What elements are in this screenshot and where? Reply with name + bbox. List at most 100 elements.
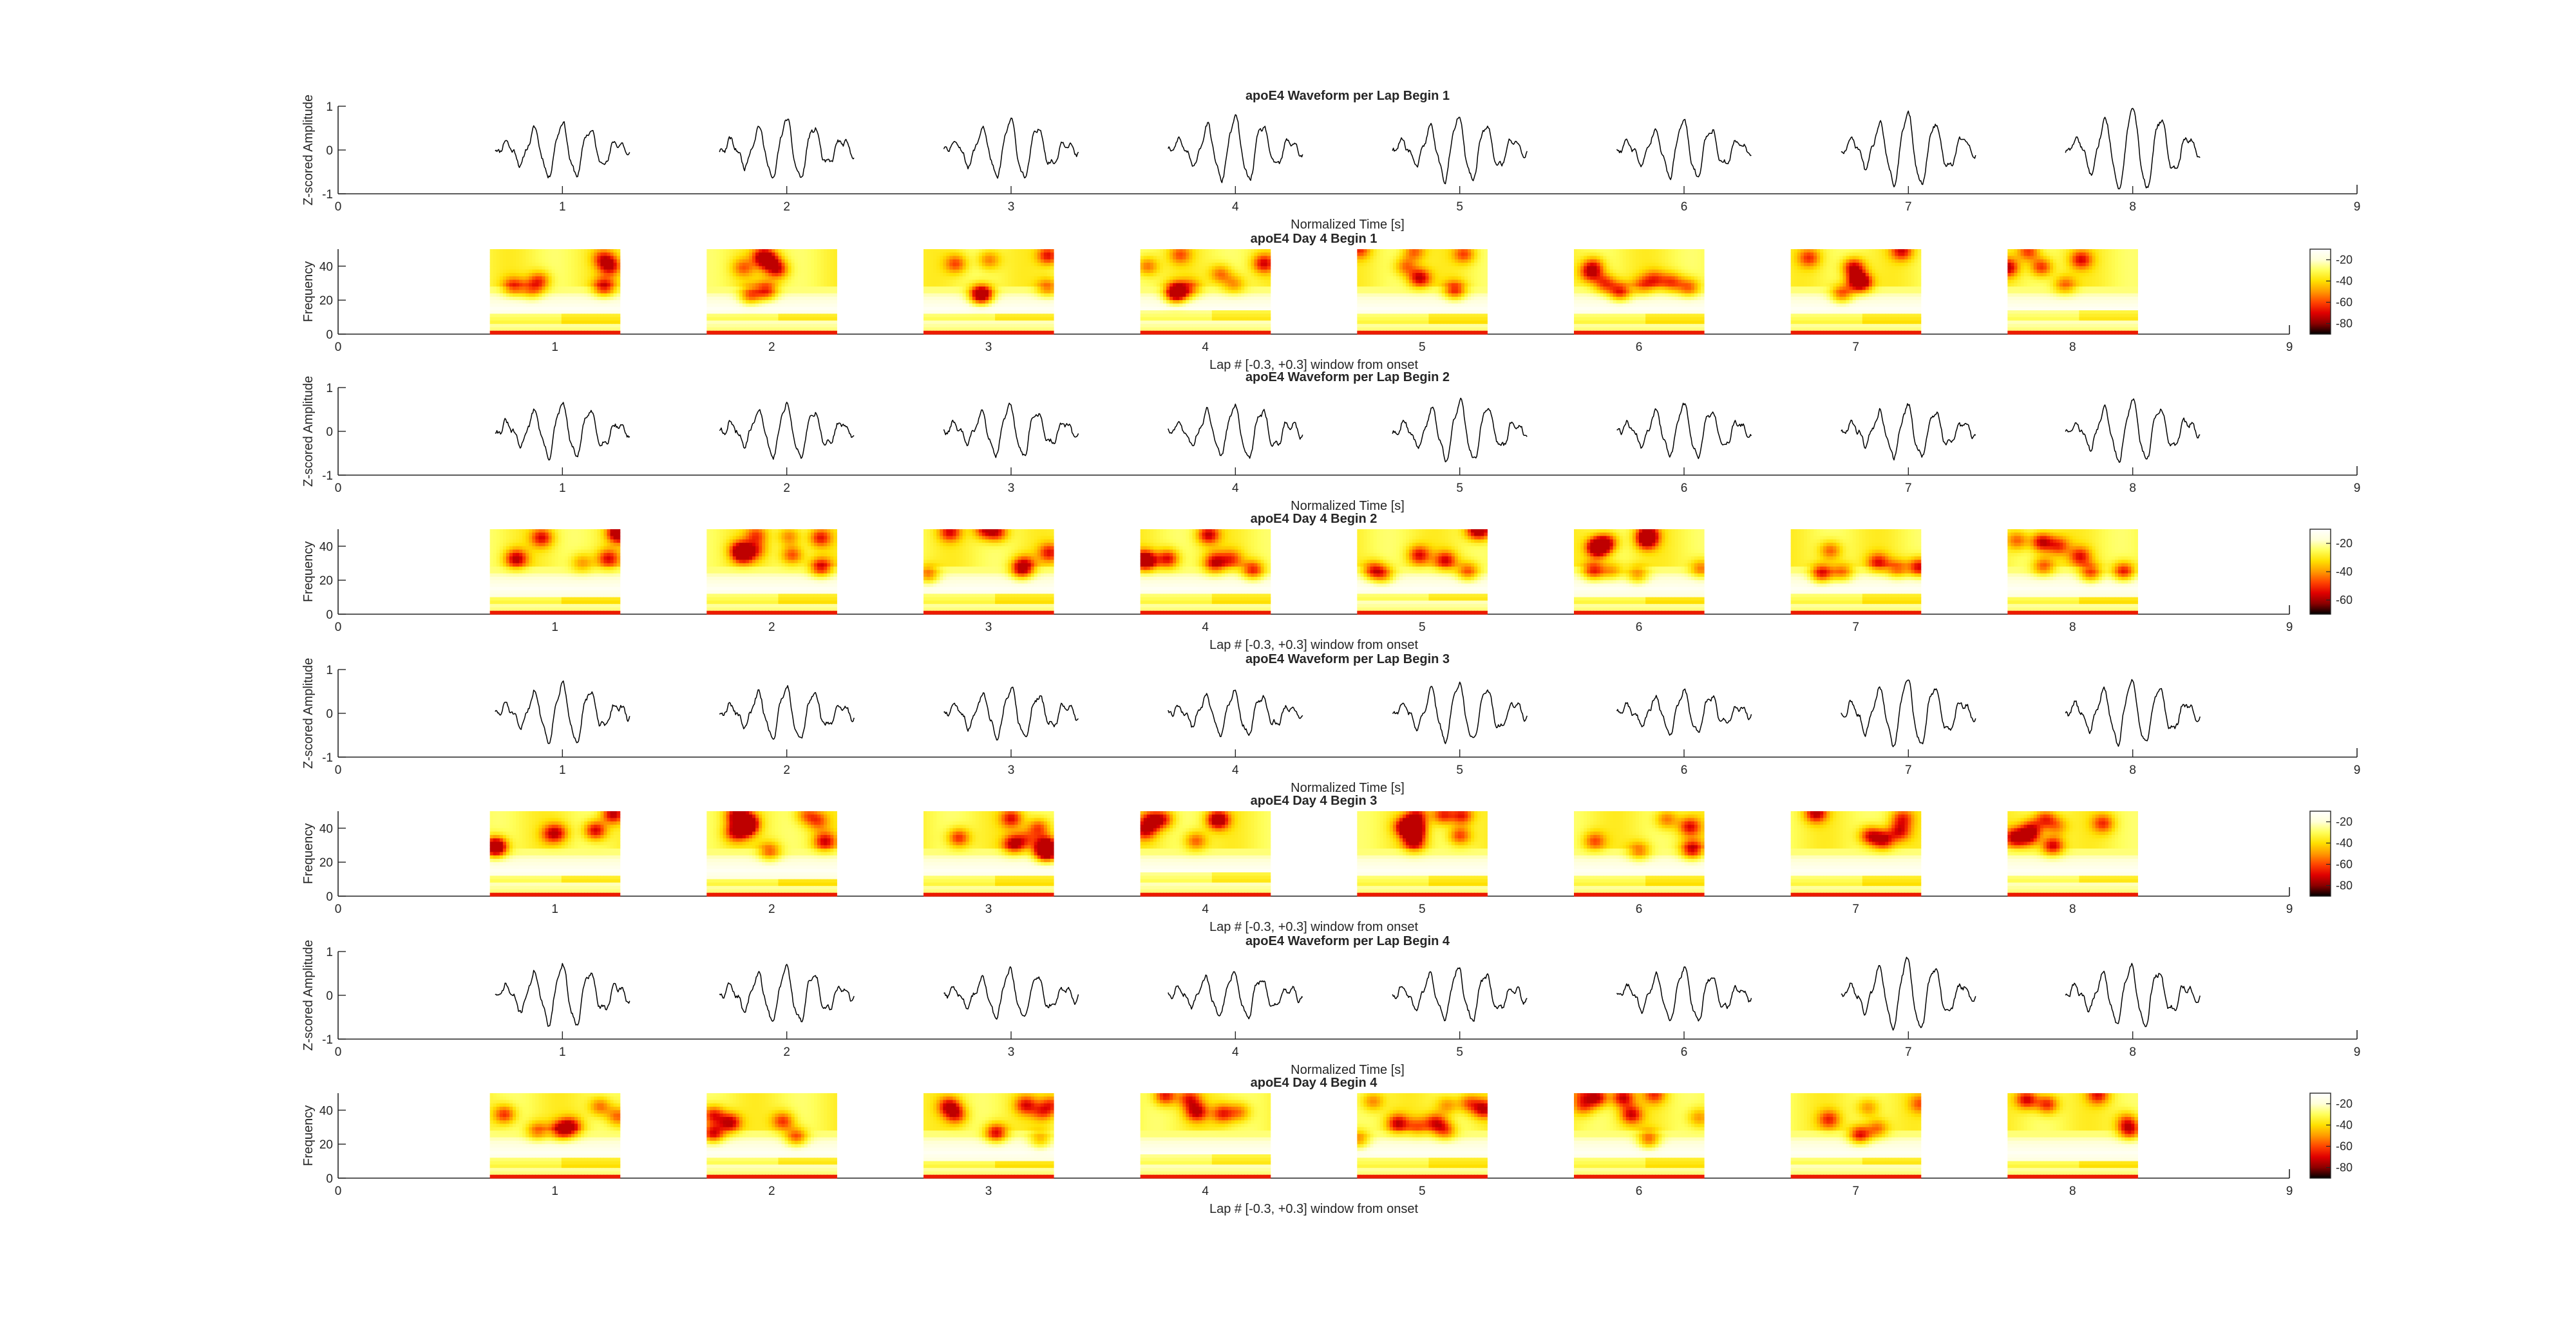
colorbar-tick-label: -40 — [2336, 565, 2353, 578]
x-tick-label: 6 — [1636, 903, 1643, 916]
y-tick-label: 0 — [326, 426, 333, 439]
y-tick-label: 20 — [319, 294, 333, 308]
x-tick-label: 6 — [1681, 764, 1688, 777]
panel-title: apoE4 Day 4 Begin 2 — [1251, 512, 1378, 526]
y-tick-label: 0 — [326, 1172, 333, 1186]
x-tick-label: 7 — [1852, 1185, 1859, 1198]
spectrogram-lap-image — [1574, 529, 1705, 615]
x-tick-label: 0 — [335, 482, 342, 495]
spectrogram-lap-image — [1791, 529, 1922, 615]
spectrogram-lap-image — [1574, 249, 1705, 335]
x-tick-label: 8 — [2129, 482, 2136, 495]
panel-title: apoE4 Waveform per Lap Begin 4 — [1245, 934, 1450, 948]
x-tick-label: 0 — [335, 764, 342, 777]
y-axis-label: Z-scored Amplitude — [301, 940, 316, 1051]
colorbar-tick-label: -20 — [2336, 816, 2353, 829]
x-tick-label: 7 — [1905, 764, 1912, 777]
x-tick-label: 2 — [768, 903, 775, 916]
y-axis-label: Frequency — [301, 261, 316, 323]
y-tick-label: 1 — [326, 946, 333, 959]
y-tick-label: 1 — [326, 382, 333, 395]
x-tick-label: 7 — [1905, 1046, 1912, 1059]
x-tick-label: 1 — [559, 1046, 566, 1059]
spectrogram-lap-image — [2007, 529, 2138, 615]
y-tick-label: 0 — [326, 328, 333, 342]
panel-title: apoE4 Waveform per Lap Begin 2 — [1245, 370, 1450, 384]
y-tick-label: 40 — [319, 1104, 333, 1118]
x-tick-label: 4 — [1232, 482, 1239, 495]
y-tick-label: -1 — [322, 1033, 333, 1047]
x-tick-label: 8 — [2069, 1185, 2076, 1198]
colorbar-tick-label: -80 — [2336, 1161, 2353, 1174]
x-tick-label: 5 — [1456, 482, 1463, 495]
y-tick-label: 20 — [319, 1138, 333, 1152]
spectrogram-lap-image — [1574, 1093, 1705, 1179]
y-axis-label: Frequency — [301, 541, 316, 603]
spectrogram-lap-image — [1141, 529, 1271, 615]
spectrogram-lap-image — [923, 811, 1054, 897]
x-tick-label: 7 — [1905, 200, 1912, 214]
x-tick-label: 8 — [2069, 621, 2076, 634]
spectrogram-lap-image — [706, 811, 837, 897]
spectrogram-lap-image — [923, 529, 1054, 615]
x-tick-label: 4 — [1232, 764, 1239, 777]
colorbar-tick-label: -60 — [2336, 1140, 2353, 1153]
x-tick-label: 0 — [335, 621, 342, 634]
x-tick-label: 9 — [2354, 482, 2361, 495]
x-tick-label: 9 — [2286, 621, 2293, 634]
x-tick-label: 2 — [768, 341, 775, 354]
x-tick-label: 0 — [335, 341, 342, 354]
x-tick-label: 5 — [1419, 621, 1426, 634]
spectrogram-lap-image — [923, 1093, 1054, 1179]
colorbar-tick-label: -20 — [2336, 1098, 2353, 1111]
colorbar-tick-label: -60 — [2336, 296, 2353, 309]
y-tick-label: 40 — [319, 540, 333, 554]
spectrogram-lap-image — [1357, 811, 1488, 897]
spectrogram-lap-image — [1791, 1093, 1922, 1179]
x-tick-label: 3 — [985, 621, 992, 634]
y-tick-label: 0 — [326, 608, 333, 622]
x-tick-label: 0 — [335, 903, 342, 916]
x-tick-label: 5 — [1456, 1046, 1463, 1059]
x-tick-label: 2 — [783, 482, 790, 495]
x-tick-label: 1 — [559, 200, 566, 214]
colorbar — [2310, 249, 2331, 334]
spectrogram-lap-image — [2007, 811, 2138, 897]
spectrogram-lap-image — [1357, 529, 1488, 615]
y-tick-label: 0 — [326, 990, 333, 1003]
y-tick-label: 1 — [326, 664, 333, 677]
spectrogram-lap-image — [1357, 249, 1488, 335]
x-tick-label: 4 — [1202, 621, 1209, 634]
x-tick-label: 7 — [1852, 903, 1859, 916]
x-tick-label: 8 — [2129, 764, 2136, 777]
x-tick-label: 1 — [559, 764, 566, 777]
x-tick-label: 7 — [1852, 621, 1859, 634]
panel-title: apoE4 Day 4 Begin 4 — [1251, 1076, 1378, 1090]
x-axis-label: Normalized Time [s] — [1291, 781, 1405, 795]
spectrogram-lap-image — [923, 249, 1054, 335]
x-tick-label: 3 — [985, 903, 992, 916]
x-tick-label: 8 — [2129, 1046, 2136, 1059]
x-tick-label: 2 — [783, 200, 790, 214]
y-tick-label: -1 — [322, 188, 333, 202]
x-tick-label: 9 — [2286, 903, 2293, 916]
panel-title: apoE4 Waveform per Lap Begin 1 — [1245, 89, 1450, 103]
x-tick-label: 5 — [1419, 341, 1426, 354]
x-tick-label: 2 — [768, 621, 775, 634]
y-axis-label: Frequency — [301, 1105, 316, 1167]
x-tick-label: 3 — [985, 1185, 992, 1198]
x-axis-label: Normalized Time [s] — [1291, 1063, 1405, 1077]
x-tick-label: 2 — [783, 764, 790, 777]
y-tick-label: 40 — [319, 822, 333, 836]
x-tick-label: 0 — [335, 1185, 342, 1198]
x-tick-label: 6 — [1636, 621, 1643, 634]
spectrogram-lap-image — [1791, 249, 1922, 335]
x-axis-label: Lap # [-0.3, +0.3] window from onset — [1209, 920, 1419, 934]
colorbar-tick-label: -60 — [2336, 594, 2353, 606]
x-tick-label: 6 — [1681, 482, 1688, 495]
x-tick-label: 8 — [2069, 903, 2076, 916]
x-tick-label: 6 — [1681, 1046, 1688, 1059]
spectrogram-lap-image — [1141, 811, 1271, 897]
x-tick-label: 1 — [551, 621, 558, 634]
x-tick-label: 8 — [2129, 200, 2136, 214]
